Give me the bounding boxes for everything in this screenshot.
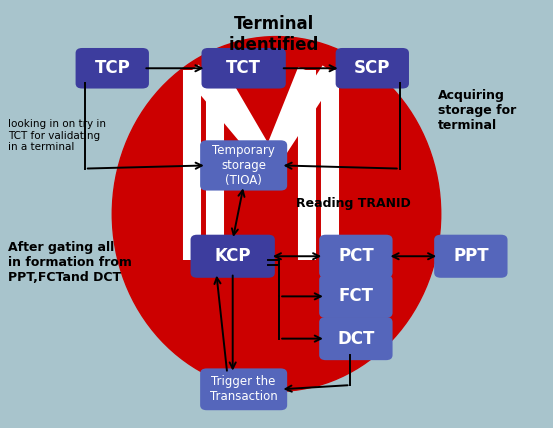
Ellipse shape (112, 36, 441, 392)
FancyBboxPatch shape (201, 48, 286, 89)
Text: PCT: PCT (338, 247, 374, 265)
FancyBboxPatch shape (434, 235, 508, 278)
FancyBboxPatch shape (76, 48, 149, 89)
Text: Acquiring
storage for
terminal: Acquiring storage for terminal (438, 89, 517, 132)
Text: Terminal
identified: Terminal identified (228, 15, 319, 54)
Text: FCT: FCT (338, 287, 373, 305)
Text: DCT: DCT (337, 330, 374, 348)
Text: PPT: PPT (453, 247, 489, 265)
Text: TCP: TCP (95, 59, 130, 77)
Text: TCT: TCT (226, 59, 261, 77)
Text: KCP: KCP (215, 247, 251, 265)
Text: SCP: SCP (354, 59, 390, 77)
Text: Reading TRANID: Reading TRANID (296, 197, 410, 210)
Text: looking in on try in
TCT for validating
in a terminal: looking in on try in TCT for validating … (8, 119, 106, 152)
FancyBboxPatch shape (319, 317, 393, 360)
Text: After gating all
in formation from
PPT,FCTand DCT: After gating all in formation from PPT,F… (8, 241, 132, 284)
Text: Temporary
storage
(TIOA): Temporary storage (TIOA) (212, 144, 275, 187)
FancyBboxPatch shape (200, 140, 287, 190)
FancyBboxPatch shape (200, 369, 287, 410)
FancyBboxPatch shape (319, 275, 393, 318)
FancyBboxPatch shape (319, 235, 393, 278)
FancyBboxPatch shape (336, 48, 409, 89)
FancyBboxPatch shape (191, 235, 275, 278)
Text: Trigger the
Transaction: Trigger the Transaction (210, 375, 278, 403)
